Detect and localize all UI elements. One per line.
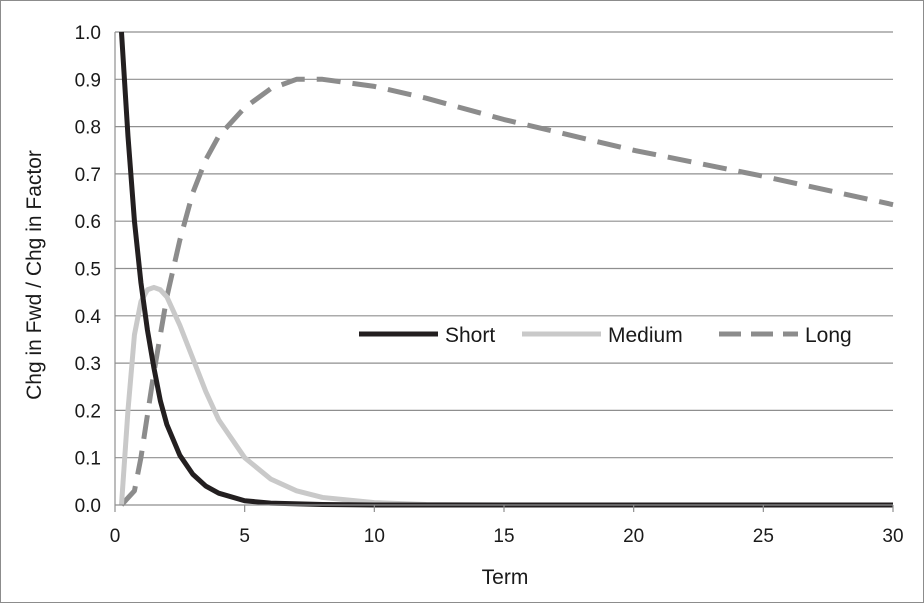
x-tick-label: 5 (239, 526, 250, 547)
y-tick-label: 0.8 (75, 118, 101, 139)
y-axis-label: Chg in Fwd / Chg in Factor (23, 150, 46, 400)
x-tick-label: 0 (110, 526, 121, 547)
series-line-medium (118, 284, 893, 508)
axes: 0.0 0.1 0.2 0.3 0.4 0.5 0.6 0.7 0.8 0.9 1.0 0 5 10 15 2… (75, 23, 904, 547)
x-tick-label: 25 (753, 526, 774, 547)
y-tick-label: 0.6 (75, 212, 101, 233)
y-tick-label: 1.0 (75, 23, 101, 44)
x-tick-label: 10 (364, 526, 385, 547)
legend-label-long: Long (805, 324, 852, 347)
y-tick-label: 0.1 (75, 449, 101, 470)
x-axis-label: Term (482, 566, 529, 589)
y-tick-label: 0.4 (75, 307, 102, 328)
y-tick-label: 0.0 (75, 496, 101, 517)
y-tick-label: 0.2 (75, 401, 101, 422)
y-tick-label: 0.5 (75, 260, 101, 281)
x-tick-label: 20 (623, 526, 644, 547)
y-tick-label: 0.3 (75, 354, 101, 375)
series-line-long (119, 76, 894, 507)
legend-label-short: Short (445, 324, 495, 347)
x-tick-label: 15 (493, 526, 514, 547)
y-tick-label: 0.9 (75, 70, 101, 91)
grid-lines (115, 31, 893, 459)
x-tick-label: 30 (882, 526, 903, 547)
legend-label-medium: Medium (608, 324, 683, 347)
legend: Short Medium Long (359, 324, 852, 347)
y-tick-label: 0.7 (75, 165, 101, 186)
